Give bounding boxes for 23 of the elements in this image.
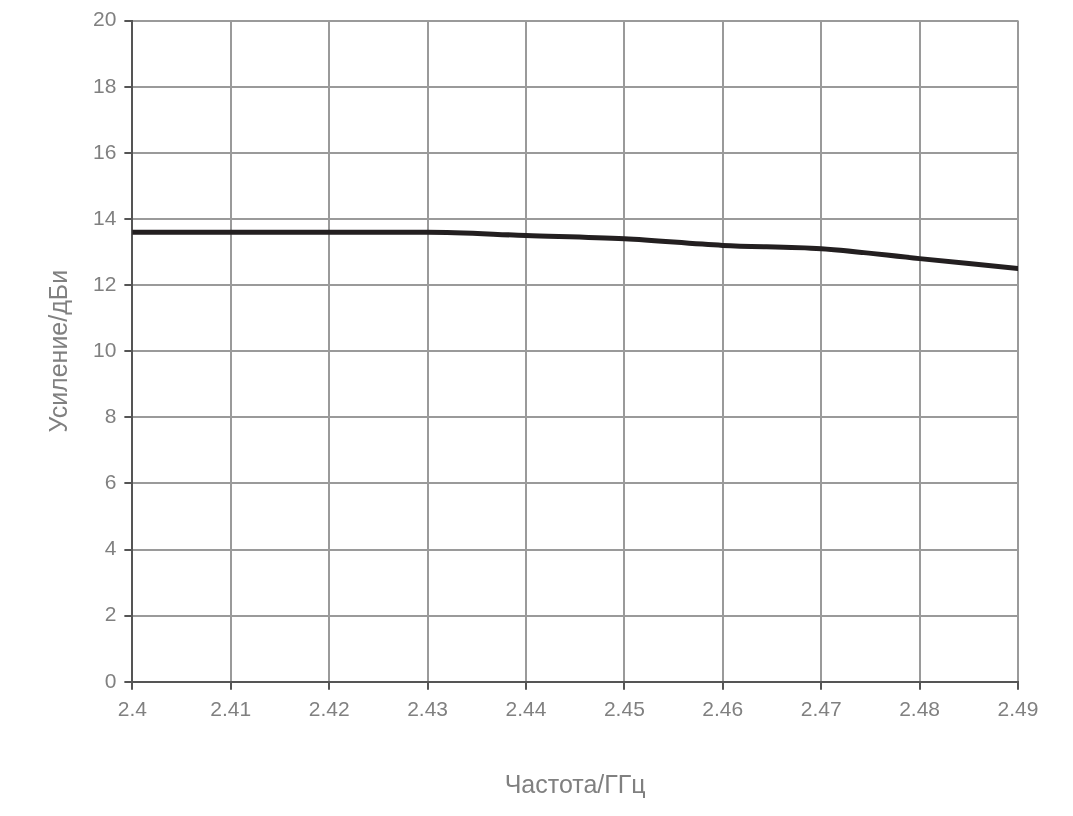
x-tick-label: 2.43 — [407, 697, 449, 721]
x-tick-label: 2.4 — [117, 697, 148, 721]
y-tick-label: 12 — [93, 271, 117, 295]
x-tick-label: 2.47 — [800, 697, 842, 721]
y-tick-label: 16 — [93, 139, 117, 163]
y-tick-label: 14 — [93, 205, 117, 229]
y-tick-label: 6 — [104, 470, 117, 494]
x-axis-title: Частота/ГГц — [504, 769, 646, 798]
y-tick-label: 20 — [93, 7, 117, 31]
y-tick-label: 18 — [93, 73, 117, 97]
x-tick-label: 2.48 — [899, 697, 941, 721]
x-tick-label: 2.42 — [308, 697, 350, 721]
x-tick-label: 2.44 — [505, 697, 547, 721]
x-tick-label: 2.49 — [997, 697, 1039, 721]
y-tick-label: 0 — [104, 668, 117, 692]
x-tick-label: 2.46 — [702, 697, 744, 721]
y-tick-label: 8 — [104, 404, 117, 428]
y-tick-label: 10 — [93, 338, 117, 361]
y-tick-label: 2 — [104, 602, 117, 626]
x-tick-label: 2.45 — [603, 697, 645, 721]
y-axis-title: Усиление/дБи — [43, 269, 72, 433]
y-tick-label: 4 — [104, 536, 117, 560]
x-tick-label: 2.41 — [210, 697, 252, 721]
